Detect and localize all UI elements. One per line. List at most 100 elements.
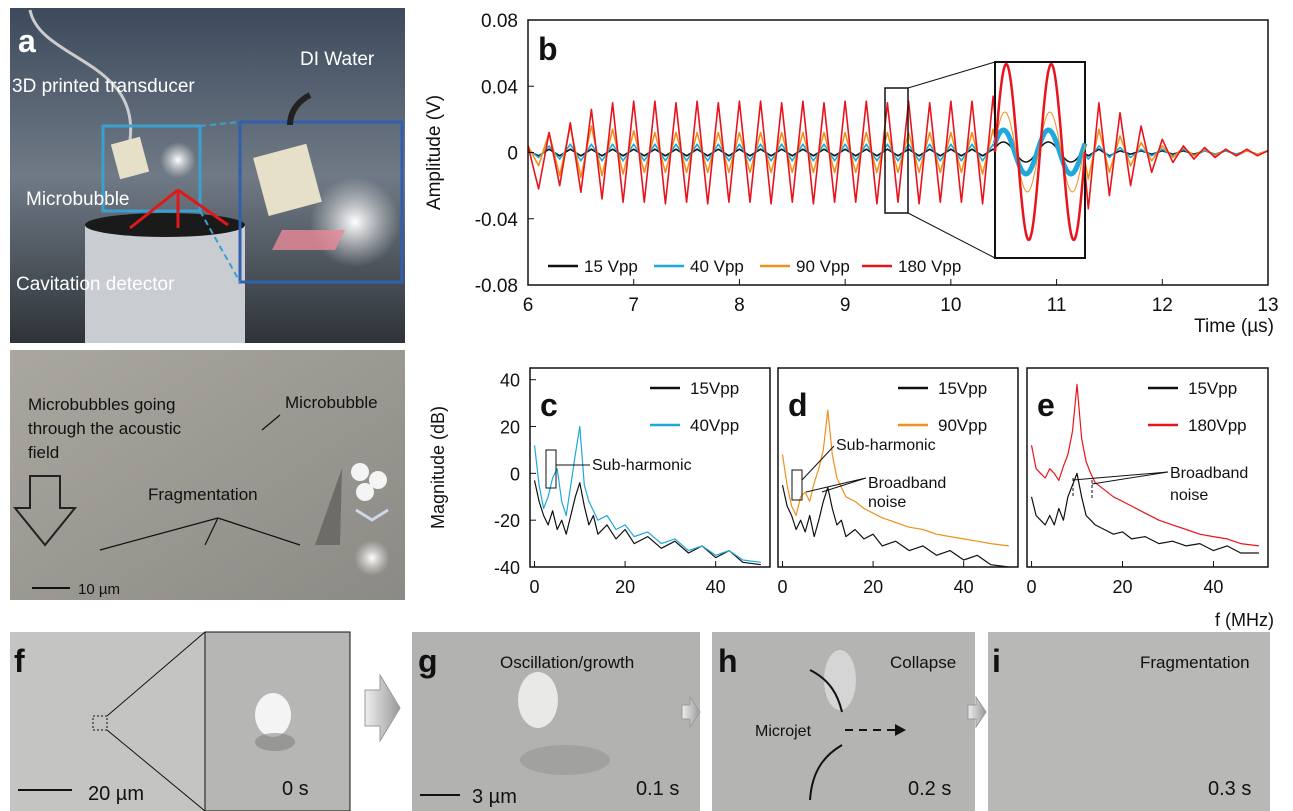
- time-label: 0.1 s: [636, 778, 679, 800]
- y-axis-label: Magnitude (dB): [428, 406, 448, 529]
- annotation: Broadband: [868, 475, 946, 492]
- x-tick-label: 40: [1203, 577, 1223, 597]
- bubble-label: Microbubble: [285, 393, 378, 412]
- x-tick-label: 8: [734, 295, 745, 316]
- legend-label: 180Vpp: [1188, 416, 1247, 435]
- y-tick-label: 0: [510, 464, 520, 484]
- arrow: [967, 695, 987, 729]
- legend-label: 40Vpp: [690, 416, 739, 435]
- legend-label: 15Vpp: [690, 379, 739, 398]
- panel-a-top: a DI Water 3D printed transducer Microbu…: [10, 8, 405, 343]
- x-tick-label: 0: [530, 577, 540, 597]
- scale-label: 20 µm: [88, 783, 144, 805]
- x-tick-label: 0: [1027, 577, 1037, 597]
- title: Fragmentation: [1140, 653, 1250, 672]
- arrow: [364, 673, 401, 743]
- annotation: noise: [868, 494, 906, 511]
- legend-label: 90 Vpp: [796, 257, 850, 276]
- flow-label: Microbubbles going: [28, 395, 175, 414]
- panel-label: d: [788, 387, 808, 423]
- time-label: 0.2 s: [908, 778, 951, 800]
- microjet-label: Microjet: [755, 723, 812, 740]
- plot-area: [533, 425, 761, 566]
- y-axis-label: Amplitude (V): [424, 95, 445, 210]
- marker-box: [791, 469, 803, 501]
- time-label: 0.3 s: [1208, 778, 1251, 800]
- x-tick-label: 20: [615, 577, 635, 597]
- panel-label: i: [992, 643, 1001, 679]
- legend-label: 90Vpp: [938, 416, 987, 435]
- y-tick-label: 20: [500, 418, 520, 438]
- chart: 0 20 40 d Sub-harmonic Broadband noise 15Vpp 90V…: [777, 367, 1019, 597]
- panel-g: g Oscillation/growth 3 µm 0.1 s: [412, 632, 700, 811]
- plot-area: [528, 68, 1268, 237]
- chart: 0 20 40 f (MHz) e Broadband noise 15Vpp 180Vpp: [1026, 367, 1274, 630]
- x-tick-label: 6: [523, 295, 534, 316]
- arrow: [681, 695, 701, 729]
- zoom-connector: [907, 61, 996, 259]
- legend-label: 40 Vpp: [690, 257, 744, 276]
- plot-frame: [1026, 367, 1269, 568]
- pointer: [801, 445, 867, 493]
- data-line: [781, 484, 1009, 567]
- pointer: [1072, 471, 1169, 485]
- data-line: [528, 143, 1268, 162]
- x-tick-label: 9: [840, 295, 851, 316]
- y-tick-label: -0.08: [475, 276, 518, 297]
- y-tick-label: -40: [494, 558, 520, 578]
- inset-wave: [993, 62, 1087, 242]
- legend-label: 15Vpp: [938, 379, 987, 398]
- scale-label: 10 µm: [78, 581, 120, 598]
- marker-box: [545, 449, 557, 489]
- panel-label: f: [14, 643, 25, 679]
- flow-label: through the acoustic: [28, 419, 182, 438]
- panel-i: i Fragmentation 0.3 s: [988, 632, 1270, 811]
- title: Oscillation/growth: [500, 653, 634, 672]
- y-tick-label: 0.08: [481, 11, 518, 32]
- y-tick-label: -0.04: [475, 210, 519, 231]
- data-line: [781, 409, 1009, 547]
- x-tick-label: 10: [940, 295, 961, 316]
- panel-label: e: [1037, 387, 1055, 423]
- panel-f: f 20 µm 0 s: [10, 631, 351, 811]
- x-tick-label: 13: [1257, 295, 1278, 316]
- x-tick-label: 20: [1112, 577, 1132, 597]
- data-line: [528, 68, 1268, 237]
- x-tick-label: 7: [628, 295, 639, 316]
- bubble-label: Microbubble: [26, 189, 130, 210]
- panel-h: h Collapse Microjet 0.2 s: [712, 632, 975, 811]
- fragmentation-label: Fragmentation: [148, 485, 258, 504]
- medium-label: DI Water: [300, 49, 375, 70]
- data-line: [533, 480, 761, 566]
- x-tick-label: 0: [778, 577, 788, 597]
- title: Collapse: [890, 653, 956, 672]
- panel-label: c: [540, 387, 558, 423]
- legend-label: 15Vpp: [1188, 379, 1237, 398]
- legend-label: 180 Vpp: [898, 257, 961, 276]
- x-tick-label: 11: [1047, 295, 1067, 316]
- x-tick-label: 12: [1152, 295, 1173, 316]
- panel-label: h: [718, 643, 738, 679]
- plot-area: [781, 409, 1009, 567]
- x-tick-label: 40: [954, 577, 974, 597]
- chart: 6 7 8 9 10 11 12 13 -0.08 -0.04 0 0.04 0.08 Amplitude…: [424, 11, 1279, 337]
- y-tick-label: 0: [507, 144, 518, 165]
- x-tick-label: 40: [706, 577, 726, 597]
- annotation: Sub-harmonic: [592, 457, 692, 474]
- flow-label: field: [28, 443, 59, 462]
- y-tick-label: -20: [494, 511, 520, 531]
- y-tick-label: 0.04: [481, 77, 518, 98]
- x-axis-label: f (MHz): [1215, 610, 1274, 630]
- y-tick-label: 40: [500, 371, 520, 391]
- annotation: Broadband: [1170, 465, 1248, 482]
- annotation: noise: [1170, 487, 1208, 504]
- legend-label: 15 Vpp: [584, 257, 638, 276]
- panel-a-bottom: Microbubbles going through the acoustic …: [10, 350, 405, 600]
- x-tick-label: 20: [863, 577, 883, 597]
- detector-label: Cavitation detector: [16, 274, 175, 295]
- zoom-source: [884, 87, 909, 214]
- data-line: [533, 425, 761, 563]
- scale-label: 3 µm: [472, 786, 517, 808]
- plot-frame: [529, 367, 771, 568]
